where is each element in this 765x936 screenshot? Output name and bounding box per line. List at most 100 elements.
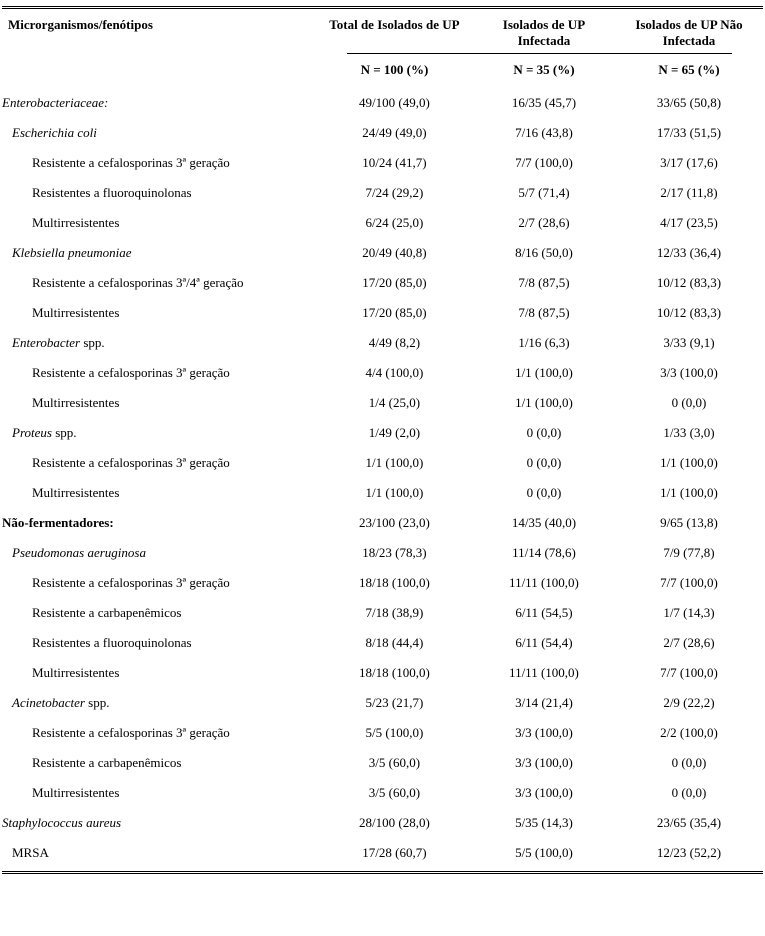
table-row: Não-fermentadores:23/100 (23,0)14/35 (40… — [2, 508, 763, 538]
row-value: 3/5 (60,0) — [316, 748, 473, 778]
table-row: Proteus spp.1/49 (2,0)0 (0,0)1/33 (3,0) — [2, 418, 763, 448]
row-value: 1/1 (100,0) — [316, 478, 473, 508]
row-value: 0 (0,0) — [473, 418, 615, 448]
row-label: Multirresistentes — [2, 478, 316, 508]
row-value: 18/18 (100,0) — [316, 568, 473, 598]
table-row: Multirresistentes17/20 (85,0)7/8 (87,5)1… — [2, 298, 763, 328]
row-value: 2/17 (11,8) — [615, 178, 763, 208]
row-label: Resistente a cefalosporinas 3ª geração — [2, 448, 316, 478]
row-value: 4/49 (8,2) — [316, 328, 473, 358]
row-value: 28/100 (28,0) — [316, 808, 473, 838]
row-value: 17/20 (85,0) — [316, 268, 473, 298]
row-value: 3/5 (60,0) — [316, 778, 473, 808]
table-body: Enterobacteriaceae:49/100 (49,0)16/35 (4… — [2, 88, 763, 873]
row-value: 16/35 (45,7) — [473, 88, 615, 118]
row-value: 11/11 (100,0) — [473, 658, 615, 688]
row-value: 7/7 (100,0) — [615, 658, 763, 688]
row-label: Resistente a cefalosporinas 3ª geração — [2, 718, 316, 748]
header-infected: Isolados de UP Infectada — [473, 8, 615, 54]
row-value: 5/5 (100,0) — [316, 718, 473, 748]
row-value: 3/3 (100,0) — [473, 718, 615, 748]
row-value: 3/3 (100,0) — [615, 358, 763, 388]
table-row: Multirresistentes1/1 (100,0)0 (0,0)1/1 (… — [2, 478, 763, 508]
row-value: 12/23 (52,2) — [615, 838, 763, 873]
row-value: 12/33 (36,4) — [615, 238, 763, 268]
row-value: 4/4 (100,0) — [316, 358, 473, 388]
row-value: 1/49 (2,0) — [316, 418, 473, 448]
row-label: Multirresistentes — [2, 778, 316, 808]
row-value: 18/18 (100,0) — [316, 658, 473, 688]
row-label: Resistentes a fluoroquinolonas — [2, 178, 316, 208]
header-n-not-infected: N = 65 (%) — [615, 54, 763, 88]
header-n-infected: N = 35 (%) — [473, 54, 615, 88]
header-label: Microrganismos/fenótipos — [2, 8, 316, 54]
row-value: 1/1 (100,0) — [316, 448, 473, 478]
row-value: 7/8 (87,5) — [473, 268, 615, 298]
table-row: Resistente a carbapenêmicos3/5 (60,0)3/3… — [2, 748, 763, 778]
table-row: Resistentes a fluoroquinolonas7/24 (29,2… — [2, 178, 763, 208]
row-value: 14/35 (40,0) — [473, 508, 615, 538]
microorganisms-table: Microrganismos/fenótipos Total de Isolad… — [2, 6, 763, 874]
table-row: Klebsiella pneumoniae20/49 (40,8)8/16 (5… — [2, 238, 763, 268]
page: Microrganismos/fenótipos Total de Isolad… — [0, 0, 765, 878]
row-label: Escherichia coli — [2, 118, 316, 148]
table-row: Staphylococcus aureus28/100 (28,0)5/35 (… — [2, 808, 763, 838]
row-label: Acinetobacter spp. — [2, 688, 316, 718]
header-n-total: N = 100 (%) — [316, 54, 473, 88]
row-value: 1/16 (6,3) — [473, 328, 615, 358]
row-value: 18/23 (78,3) — [316, 538, 473, 568]
row-value: 5/23 (21,7) — [316, 688, 473, 718]
row-value: 2/7 (28,6) — [615, 628, 763, 658]
table-row: Multirresistentes6/24 (25,0)2/7 (28,6)4/… — [2, 208, 763, 238]
row-value: 7/18 (38,9) — [316, 598, 473, 628]
row-value: 8/16 (50,0) — [473, 238, 615, 268]
row-value: 6/24 (25,0) — [316, 208, 473, 238]
header-total: Total de Isolados de UP — [316, 8, 473, 54]
row-value: 7/7 (100,0) — [615, 568, 763, 598]
row-value: 10/12 (83,3) — [615, 268, 763, 298]
table-row: Enterobacter spp.4/49 (8,2)1/16 (6,3)3/3… — [2, 328, 763, 358]
row-value: 1/1 (100,0) — [473, 388, 615, 418]
row-value: 8/18 (44,4) — [316, 628, 473, 658]
row-label: MRSA — [2, 838, 316, 873]
row-value: 0 (0,0) — [473, 478, 615, 508]
row-value: 5/35 (14,3) — [473, 808, 615, 838]
row-value: 7/7 (100,0) — [473, 148, 615, 178]
table-row: Pseudomonas aeruginosa18/23 (78,3)11/14 … — [2, 538, 763, 568]
row-value: 0 (0,0) — [615, 778, 763, 808]
row-value: 3/3 (100,0) — [473, 778, 615, 808]
row-value: 2/9 (22,2) — [615, 688, 763, 718]
row-value: 17/28 (60,7) — [316, 838, 473, 873]
row-value: 4/17 (23,5) — [615, 208, 763, 238]
row-value: 1/1 (100,0) — [615, 478, 763, 508]
row-label: Resistente a cefalosporinas 3ª/4ª geraçã… — [2, 268, 316, 298]
row-value: 1/7 (14,3) — [615, 598, 763, 628]
table-row: Acinetobacter spp.5/23 (21,7)3/14 (21,4)… — [2, 688, 763, 718]
row-label: Resistente a cefalosporinas 3ª geração — [2, 568, 316, 598]
row-label: Multirresistentes — [2, 298, 316, 328]
row-label: Klebsiella pneumoniae — [2, 238, 316, 268]
row-value: 20/49 (40,8) — [316, 238, 473, 268]
row-label: Resistente a cefalosporinas 3ª geração — [2, 358, 316, 388]
row-value: 5/5 (100,0) — [473, 838, 615, 873]
table-row: Resistentes a fluoroquinolonas8/18 (44,4… — [2, 628, 763, 658]
row-value: 7/16 (43,8) — [473, 118, 615, 148]
row-value: 33/65 (50,8) — [615, 88, 763, 118]
row-value: 7/9 (77,8) — [615, 538, 763, 568]
table-row: Multirresistentes3/5 (60,0)3/3 (100,0)0 … — [2, 778, 763, 808]
row-value: 23/65 (35,4) — [615, 808, 763, 838]
table-row: Escherichia coli24/49 (49,0)7/16 (43,8)1… — [2, 118, 763, 148]
row-value: 0 (0,0) — [473, 448, 615, 478]
row-label: Proteus spp. — [2, 418, 316, 448]
row-label: Resistente a cefalosporinas 3ª geração — [2, 148, 316, 178]
table-row: Resistente a cefalosporinas 3ª geração10… — [2, 148, 763, 178]
row-value: 5/7 (71,4) — [473, 178, 615, 208]
table-row: Enterobacteriaceae:49/100 (49,0)16/35 (4… — [2, 88, 763, 118]
row-value: 11/14 (78,6) — [473, 538, 615, 568]
header-n-spacer — [2, 54, 316, 88]
row-value: 1/33 (3,0) — [615, 418, 763, 448]
header-not-infected: Isolados de UP Não Infectada — [615, 8, 763, 54]
row-value: 1/4 (25,0) — [316, 388, 473, 418]
row-value: 3/3 (100,0) — [473, 748, 615, 778]
table-row: Resistente a cefalosporinas 3ª geração18… — [2, 568, 763, 598]
